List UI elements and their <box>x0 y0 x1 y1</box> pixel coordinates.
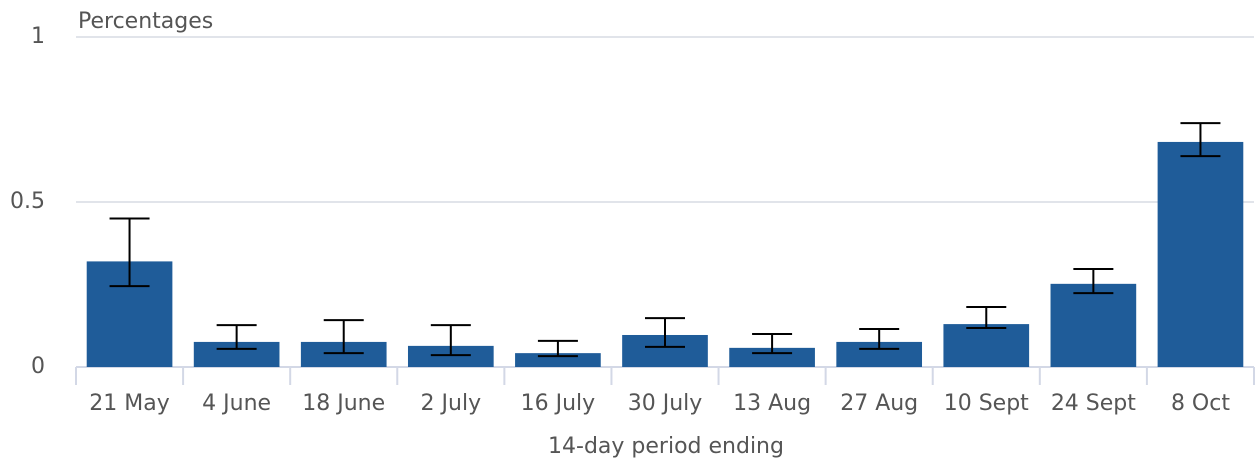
y-axis-label: Percentages <box>78 9 213 34</box>
error-bar <box>1073 267 1114 295</box>
x-tick-label: 13 Aug <box>733 391 811 416</box>
error-bar <box>430 324 471 357</box>
x-tick-label: 18 June <box>302 391 385 416</box>
bar <box>729 347 815 367</box>
x-tick-label: 16 July <box>521 391 596 416</box>
x-tick-label: 27 Aug <box>840 391 918 416</box>
y-tick-label: 0.5 <box>10 189 45 214</box>
x-tick-label: 24 Sept <box>1051 391 1136 416</box>
bar <box>943 324 1030 367</box>
error-bar <box>323 319 364 355</box>
x-axis-label: 14-day period ending <box>548 434 784 459</box>
error-bar <box>752 333 793 355</box>
x-tick-label: 21 May <box>89 391 169 416</box>
bar <box>1157 141 1244 367</box>
y-tick-label: 1 <box>31 24 45 49</box>
error-bar <box>966 305 1007 330</box>
bar <box>407 345 494 367</box>
y-tick-label: 0 <box>31 354 45 379</box>
error-bar <box>216 324 257 350</box>
error-bar <box>859 328 900 350</box>
bar <box>515 353 601 367</box>
x-tick-label: 10 Sept <box>944 391 1029 416</box>
error-bar <box>537 339 578 358</box>
error-bar <box>1180 122 1221 158</box>
error-bar <box>109 217 150 288</box>
x-tick-label: 30 July <box>628 391 703 416</box>
x-tick-label: 8 Oct <box>1171 391 1230 416</box>
error-bar <box>645 317 685 348</box>
bar <box>1050 283 1137 367</box>
x-tick-label: 2 July <box>421 391 482 416</box>
x-tick-label: 4 June <box>202 391 271 416</box>
